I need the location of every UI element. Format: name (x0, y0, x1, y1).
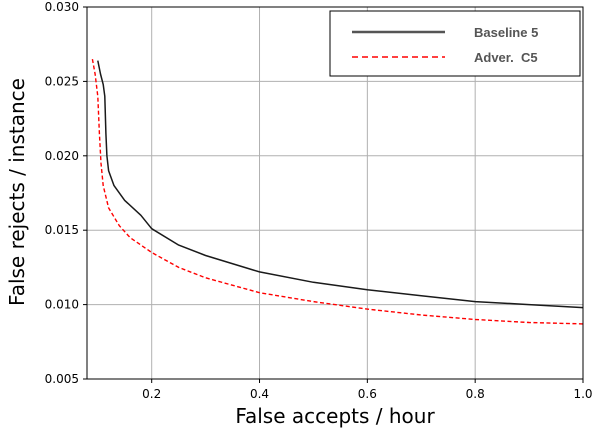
y-tick-label: 0.025 (45, 74, 79, 88)
series-line-baseline (97, 60, 584, 309)
y-tick-label: 0.010 (45, 298, 79, 312)
x-axis-label: False accepts / hour (235, 404, 435, 428)
legend: Baseline 5 Adver. C5 (329, 10, 581, 77)
y-tick-label: 0.015 (45, 223, 79, 237)
x-tick-label: 1.0 (573, 387, 592, 401)
y-axis-ticks: 0.005 0.010 0.015 0.020 0.025 0.030 (45, 0, 87, 386)
y-tick-label: 0.005 (45, 372, 79, 386)
y-tick-label: 0.020 (45, 149, 79, 163)
y-tick-label: 0.030 (45, 0, 79, 14)
x-tick-label: 0.2 (142, 387, 161, 401)
series-layer (91, 58, 584, 325)
legend-label-baseline: Baseline 5 (474, 25, 538, 40)
y-axis-label: False rejects / instance (5, 78, 29, 306)
plot-frame (86, 6, 584, 380)
x-axis-ticks: 0.2 0.4 0.6 0.8 1.0 (142, 379, 593, 401)
x-tick-label: 0.8 (466, 387, 485, 401)
x-tick-label: 0.4 (250, 387, 269, 401)
legend-label-adver: Adver. C5 (474, 50, 538, 65)
series-line-adver (91, 58, 584, 325)
x-tick-label: 0.6 (358, 387, 377, 401)
legend-box (329, 10, 581, 77)
